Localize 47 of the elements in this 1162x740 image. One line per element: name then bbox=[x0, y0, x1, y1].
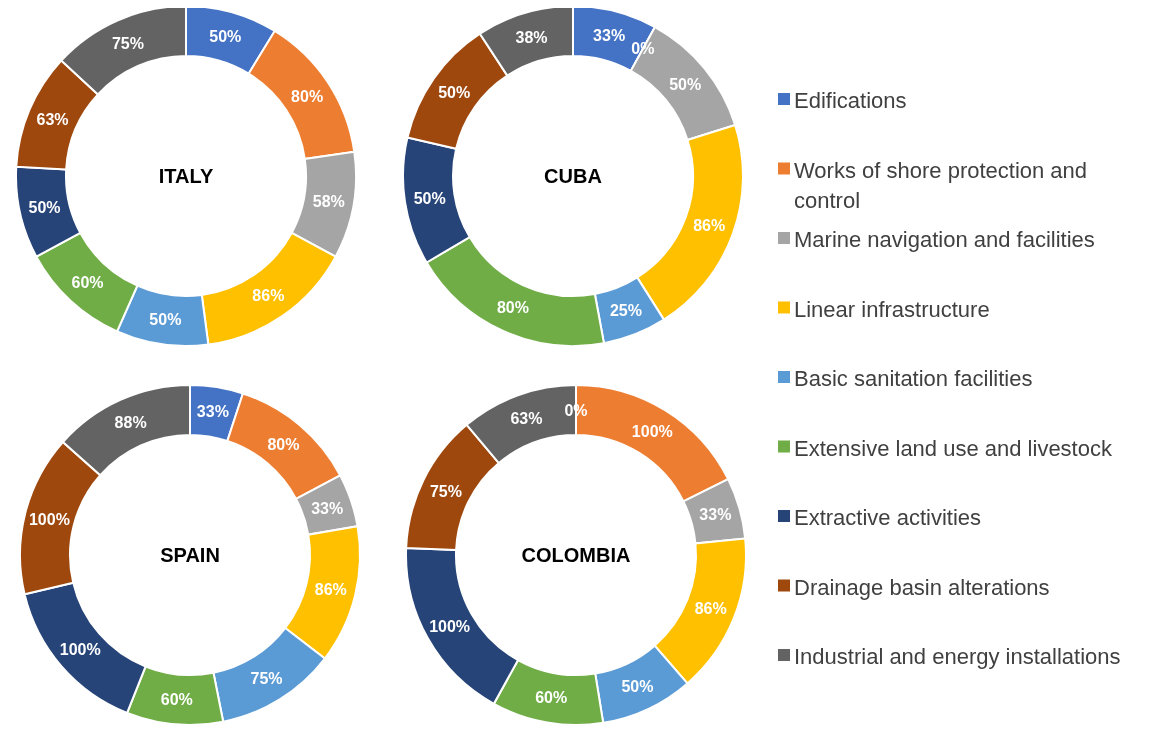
data-label: 33% bbox=[196, 403, 229, 421]
legend-label: Industrial and energy installations bbox=[794, 643, 1121, 669]
data-label: 80% bbox=[291, 87, 324, 105]
data-label: 58% bbox=[312, 192, 345, 210]
data-label: 50% bbox=[28, 199, 61, 217]
legend-label: Edifications bbox=[794, 87, 907, 113]
legend-label: Marine navigation and facilities bbox=[794, 226, 1095, 252]
data-label: 50% bbox=[149, 311, 182, 329]
data-label: 75% bbox=[111, 34, 144, 52]
data-label: 33% bbox=[311, 499, 344, 517]
data-label: 60% bbox=[71, 273, 104, 291]
data-label: 63% bbox=[36, 110, 69, 128]
legend-label: Drainage basin alterations bbox=[794, 574, 1050, 599]
data-label: 88% bbox=[114, 414, 147, 432]
data-label: 50% bbox=[413, 189, 446, 207]
text: SPAIN bbox=[160, 544, 220, 566]
data-label: 33% bbox=[699, 506, 732, 524]
data-label: 60% bbox=[160, 690, 193, 708]
data-label: 80% bbox=[267, 435, 300, 453]
data-label: 100% bbox=[59, 641, 101, 659]
legend-label: Works of shore protection and control bbox=[794, 157, 1088, 212]
data-label: 50% bbox=[209, 27, 242, 45]
legend-label: Extensive land use and livestock bbox=[794, 435, 1113, 460]
data-label: 38% bbox=[515, 28, 548, 46]
text: COLOMBIA bbox=[521, 544, 631, 566]
data-label: 100% bbox=[28, 511, 70, 529]
data-label: 75% bbox=[250, 669, 283, 687]
data-label: 100% bbox=[631, 423, 673, 441]
data-label: 86% bbox=[314, 581, 347, 599]
legend-label: Extractive activities bbox=[794, 504, 982, 530]
data-label: 86% bbox=[693, 217, 726, 235]
data-label: 60% bbox=[535, 689, 568, 707]
data-label: 50% bbox=[669, 75, 702, 93]
data-label: 33% bbox=[593, 27, 626, 45]
legend-label: Linear infrastructure bbox=[794, 296, 990, 321]
legend-label: Basic sanitation facilities bbox=[794, 365, 1033, 391]
data-label: 50% bbox=[621, 677, 654, 695]
data-label: 63% bbox=[510, 410, 543, 428]
text: CUBA bbox=[544, 165, 602, 187]
data-label: 80% bbox=[496, 299, 529, 317]
data-label: 86% bbox=[252, 286, 285, 304]
text: ITALY bbox=[158, 165, 214, 187]
data-label: 75% bbox=[429, 482, 462, 500]
data-label: 100% bbox=[429, 617, 471, 635]
data-label: 86% bbox=[694, 600, 727, 618]
data-label: 50% bbox=[438, 84, 471, 102]
data-label: 25% bbox=[609, 302, 642, 320]
